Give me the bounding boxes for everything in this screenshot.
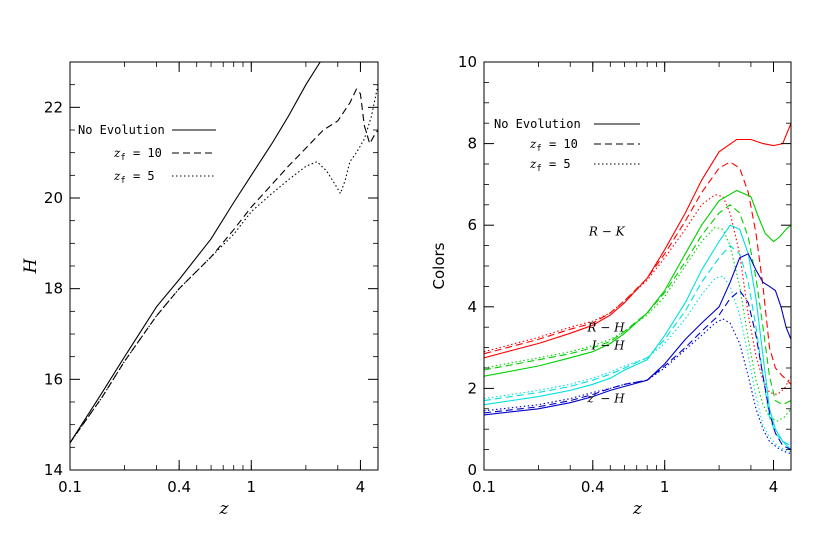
- curve-annotation: z′ − H: [586, 392, 625, 406]
- x-tick-label: 0.4: [167, 478, 191, 496]
- y-tick-label: 14: [44, 461, 63, 479]
- legend-label: zf = 10: [529, 137, 578, 154]
- series-line-zh-dashed: [484, 289, 791, 451]
- series-line-rk-solid: [484, 122, 791, 359]
- x-tick-label: 4: [356, 478, 366, 496]
- series-group: [484, 122, 791, 455]
- legend-label-value: = 5: [542, 157, 571, 171]
- legend-label-var: z: [113, 146, 121, 160]
- y-tick-label: 18: [44, 280, 63, 298]
- legend-label-value: = 10: [542, 137, 578, 151]
- series-group: [70, 62, 378, 444]
- y-tick-label: 22: [44, 98, 63, 116]
- y-tick-label: 2: [467, 379, 477, 397]
- curve-annotation: R − K: [588, 224, 626, 238]
- legend-label-sub: f: [536, 144, 541, 154]
- legend-label-var: z: [529, 137, 537, 151]
- legend-label-var: z: [529, 157, 537, 171]
- legend-label-value: = 5: [126, 169, 155, 183]
- series-line-zh-dotted: [484, 318, 791, 455]
- x-tick-label: 0.1: [58, 478, 82, 496]
- y-axis-label: Colors: [430, 242, 448, 289]
- y-tick-label: 10: [458, 53, 477, 71]
- series-line-rh-solid: [484, 189, 791, 377]
- y-axis-label: H: [21, 257, 41, 274]
- x-tick-label: 1: [247, 478, 257, 496]
- legend-label-var: z: [113, 169, 121, 183]
- series-line-zh-solid: [484, 253, 791, 416]
- curve-annotation: I − H: [591, 339, 625, 353]
- y-tick-label: 6: [467, 216, 477, 234]
- legend-label-sub: f: [536, 164, 541, 174]
- series-line-rh-dotted: [484, 226, 791, 422]
- legend-label: zf = 10: [113, 146, 162, 163]
- legend-label-sub: f: [120, 176, 125, 186]
- y-tick-label: 0: [467, 461, 477, 479]
- y-tick-label: 20: [44, 189, 63, 207]
- series-line-ih-dashed: [484, 244, 791, 446]
- series-line-dashed: [70, 88, 378, 444]
- series-line-rh-dashed: [484, 204, 791, 406]
- series-line-rk-dashed: [484, 161, 791, 385]
- x-tick-label: 0.4: [581, 478, 605, 496]
- x-tick-label: 4: [769, 478, 779, 496]
- series-line-ih-solid: [484, 224, 791, 450]
- legend-label: No Evolution: [78, 123, 165, 137]
- legend-label-sub: f: [120, 153, 125, 163]
- x-axis-label: z: [632, 499, 643, 519]
- series-line-dotted: [70, 84, 378, 444]
- y-tick-label: 8: [467, 135, 477, 153]
- curve-annotation: R − H: [586, 320, 625, 334]
- legend-label: No Evolution: [494, 117, 581, 131]
- series-line-ih-dotted: [484, 275, 791, 453]
- series-line-solid: [70, 62, 321, 444]
- x-axis-label: z: [219, 499, 230, 519]
- legend-label: zf = 5: [113, 169, 155, 186]
- y-tick-label: 16: [44, 370, 63, 388]
- x-tick-label: 1: [660, 478, 670, 496]
- x-tick-label: 0.1: [472, 478, 496, 496]
- legend-label-value: = 10: [126, 146, 162, 160]
- legend-label: zf = 5: [529, 157, 571, 174]
- y-tick-label: 4: [467, 298, 477, 316]
